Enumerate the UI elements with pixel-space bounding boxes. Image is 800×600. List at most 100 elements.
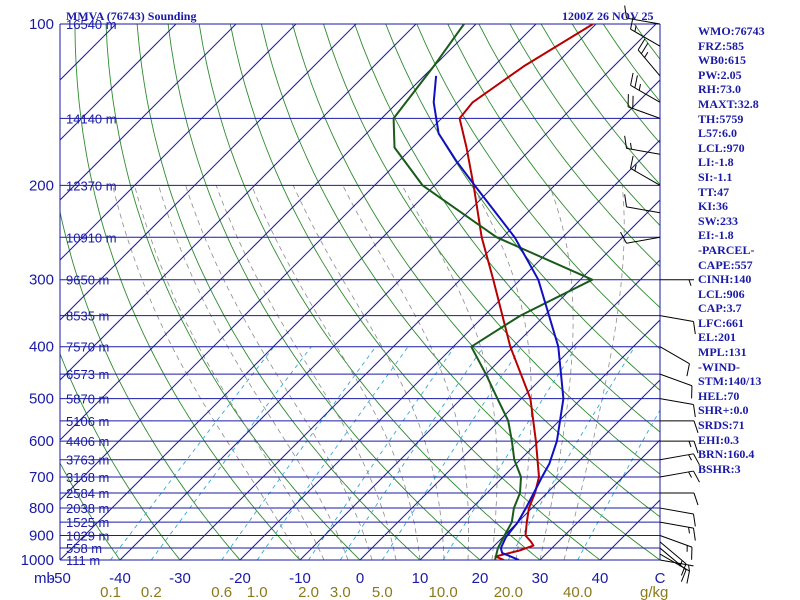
- wind-barb: [620, 231, 661, 244]
- index-value: LFC:661: [698, 315, 744, 330]
- valid-time: 1200Z 26 NOV 25: [562, 9, 653, 23]
- wind-barb: [624, 5, 661, 25]
- index-value: SW:233: [698, 213, 739, 228]
- wind-barb: [659, 541, 687, 576]
- mixing-ratio-label: 20.0: [494, 584, 523, 600]
- index-value: CINH:140: [698, 272, 752, 287]
- height-label: 558 m: [66, 541, 102, 556]
- index-value: CAPE:557: [698, 257, 753, 272]
- mixing-ratio-unit: g/kg: [640, 584, 668, 600]
- index-value: TT:47: [698, 184, 730, 199]
- height-label: 2584 m: [66, 486, 109, 501]
- mixing-ratio-line: [110, 346, 275, 560]
- isotherm: [119, 24, 657, 560]
- dry-adiabat: [105, 24, 361, 560]
- moist-adiabat: [185, 185, 373, 560]
- dry-adiabat: [229, 24, 601, 560]
- mixing-ratio-label: 1.0: [247, 584, 268, 600]
- wind-barb: [660, 420, 699, 433]
- wind-barb: [659, 398, 696, 418]
- temperature-tick-label: -20: [229, 570, 251, 587]
- mixing-ratio-label: 40.0: [563, 584, 592, 600]
- index-value: CAP:3.7: [698, 301, 742, 316]
- height-label: 1029 m: [66, 528, 109, 543]
- height-label: 3168 m: [66, 470, 109, 485]
- isotherm: [60, 24, 357, 321]
- pressure-tick-label: 700: [29, 469, 54, 486]
- isotherm: [479, 379, 660, 560]
- index-value: BSHR:3: [698, 461, 741, 476]
- pressure-tick-label: 200: [29, 177, 54, 194]
- mixing-ratio-label: 0.6: [211, 584, 232, 600]
- moist-adiabat: [251, 185, 421, 560]
- sounding-profiles: [392, 24, 594, 560]
- index-value: EL:201: [698, 330, 737, 345]
- mixing-ratio-label: 0.1: [100, 584, 121, 600]
- temperature-tick-label: 10: [412, 570, 429, 587]
- isotherm: [539, 439, 660, 560]
- pressure-tick-label: 1000: [21, 552, 54, 569]
- height-label: 111 m: [66, 553, 100, 568]
- wind-barb: [660, 279, 694, 286]
- wind-barb: [659, 315, 696, 335]
- index-value: STM:140/13: [698, 374, 762, 389]
- isotherm: [60, 24, 297, 261]
- temperature-tick-label: 40: [592, 570, 609, 587]
- height-label: 3763 m: [66, 453, 109, 468]
- index-value: SI:-1.1: [698, 169, 733, 184]
- pressure-tick-label: 900: [29, 527, 54, 544]
- isotherm: [239, 139, 660, 560]
- height-label: 2038 m: [66, 501, 109, 516]
- index-value: WMO:76743: [698, 24, 765, 38]
- index-value: SHR+:0.0: [698, 403, 749, 418]
- unit-label: mb: [34, 570, 55, 587]
- pressure-tick-label: 500: [29, 391, 54, 408]
- mixing-ratio-label: 0.2: [141, 584, 162, 600]
- temperature-tick-label: -30: [169, 570, 191, 587]
- index-value: MPL:131: [698, 345, 747, 360]
- mixing-ratio-line: [308, 346, 455, 560]
- isotherm: [60, 24, 417, 381]
- dry-adiabat: [136, 24, 421, 560]
- height-label: 8535 m: [66, 309, 109, 324]
- wind-barb: [659, 453, 700, 466]
- wind-barb: [660, 440, 699, 454]
- height-label: 16540 m: [66, 17, 117, 32]
- grid-lines: [60, 24, 660, 560]
- temperature-tick-label: -50: [49, 570, 71, 587]
- wind-barb: [627, 94, 661, 119]
- height-label: 7570 m: [66, 340, 109, 355]
- index-value: SRDS:71: [698, 418, 745, 433]
- mixing-ratio-line: [221, 346, 377, 560]
- chart-title: MMVA (76743) Sounding: [66, 9, 196, 23]
- dewpoint-profile: [392, 24, 594, 560]
- parcel-path: [432, 75, 565, 560]
- height-label: 14140 m: [66, 111, 117, 126]
- wind-barb: [630, 155, 661, 186]
- isotherm: [60, 24, 477, 441]
- height-label: 1525 m: [66, 515, 109, 530]
- height-label: 5870 m: [66, 392, 109, 407]
- wind-barb: [659, 373, 693, 399]
- mixing-ratio-line: [577, 409, 660, 560]
- moist-adiabat: [112, 185, 301, 560]
- moist-adiabat: [292, 185, 445, 560]
- mixing-ratio-label: 5.0: [372, 584, 393, 600]
- isotherm: [60, 24, 177, 141]
- index-value: LCL:970: [698, 140, 745, 155]
- index-value: -PARCEL-: [698, 242, 755, 257]
- temperature-tick-label: 0: [356, 570, 364, 587]
- index-value: L57:6.0: [698, 126, 737, 141]
- wind-barb: [660, 492, 699, 506]
- height-label: 4406 m: [66, 434, 109, 449]
- dry-adiabat: [292, 24, 660, 518]
- index-value: BRN:160.4: [698, 447, 755, 462]
- height-label: 5106 m: [66, 414, 109, 429]
- moist-adiabat: [563, 185, 625, 560]
- moist-adiabat: [472, 185, 532, 560]
- index-value: KI:36: [698, 199, 728, 214]
- wind-barb: [659, 535, 693, 560]
- index-value: EHI:0.3: [698, 432, 740, 447]
